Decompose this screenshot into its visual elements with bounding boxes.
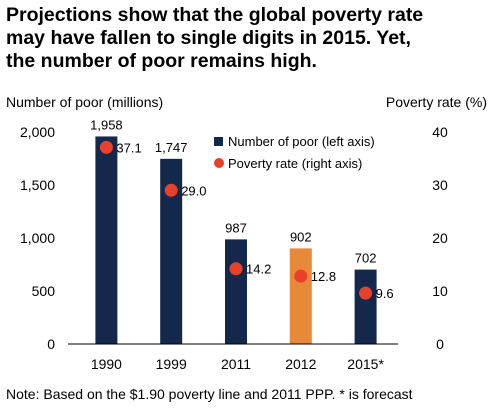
chart-title-line-1: Projections show that the global poverty… [6,4,424,26]
x-tick-label: 1999 [156,356,187,372]
right-tick-label: 40 [432,124,448,140]
chart-title: Projections show that the global poverty… [6,4,492,73]
bar-1999 [160,158,183,344]
rate-point-2015-forecast [359,286,373,300]
x-tick-label: 2011 [221,356,251,372]
rate-value-label: 14.2 [246,262,271,277]
rate-value-label: 29.0 [181,183,206,198]
legend-marker-number-of-poor [214,137,223,146]
bar-value-label: 1,958 [90,117,123,132]
chart-title-line-3: the number of poor remains high. [6,50,317,72]
rate-point-2012 [294,269,308,283]
right-tick-label: 30 [432,177,448,193]
legend-label-number-of-poor: Number of poor (left axis) [228,134,375,149]
bar-2011 [225,239,247,344]
left-tick-label: 2,000 [20,124,55,140]
x-tick-label: 2012 [285,356,316,372]
rate-point-1990 [99,140,113,154]
left-tick-label: 500 [32,283,56,299]
left-tick-label: 1,000 [20,230,55,246]
right-tick-label: 10 [432,283,448,299]
right-tick-label: 20 [432,230,448,246]
right-tick-label: 0 [436,336,444,352]
left-tick-label: 1,500 [20,177,55,193]
rate-point-1999 [164,183,178,197]
legend-marker-poverty-rate [214,158,224,168]
bar-2015-forecast [354,269,377,344]
rate-value-label: 37.1 [116,140,141,155]
x-tick-label: 2015* [347,356,384,372]
left-axis-title: Number of poor (millions) [6,94,164,110]
chart-title-line-2: may have fallen to single digits in 2015… [6,27,411,49]
right-axis-title: Poverty rate (%) [385,94,487,110]
legend-label-poverty-rate: Poverty rate (right axis) [228,156,362,171]
left-tick-label: 0 [47,336,55,352]
rate-point-2011 [229,262,243,276]
x-tick-label: 1990 [91,356,122,372]
bar-value-label: 902 [290,229,312,244]
bar-value-label: 987 [225,220,247,235]
bar-value-label: 1,747 [155,140,188,155]
bar-2012 [289,248,312,344]
bar-value-label: 702 [355,251,377,266]
rate-value-label: 12.8 [311,269,336,284]
rate-value-label: 9.6 [376,286,394,301]
bar-1990 [95,136,118,344]
footnote: Note: Based on the $1.90 poverty line an… [6,386,413,402]
